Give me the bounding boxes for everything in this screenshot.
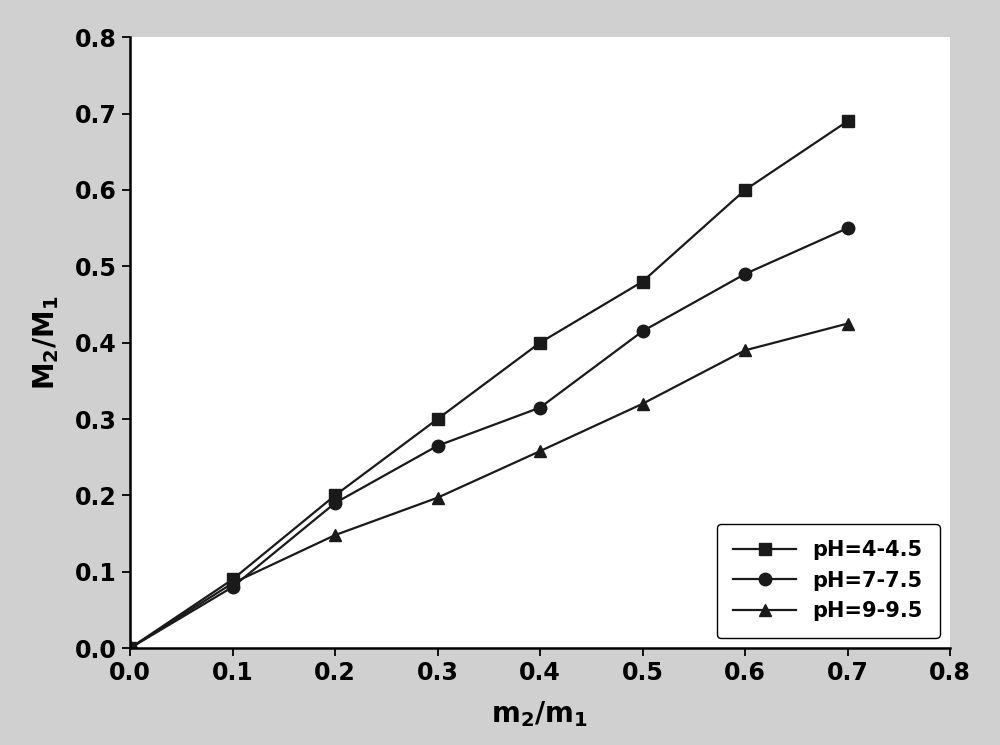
Line: pH=4-4.5: pH=4-4.5	[124, 115, 854, 654]
pH=7-7.5	[226, 583, 239, 592]
pH=9-9.5	[636, 399, 648, 408]
pH=4-4.5	[636, 277, 648, 286]
pH=9-9.5	[432, 493, 444, 502]
Legend: pH=4-4.5, pH=7-7.5, pH=9-9.5: pH=4-4.5, pH=7-7.5, pH=9-9.5	[717, 524, 940, 638]
pH=9-9.5	[739, 346, 751, 355]
pH=9-9.5	[329, 530, 341, 539]
pH=7-7.5	[739, 270, 751, 279]
pH=4-4.5	[842, 117, 854, 126]
pH=4-4.5	[432, 414, 444, 423]
pH=9-9.5	[842, 319, 854, 328]
pH=9-9.5	[226, 579, 239, 588]
Line: pH=7-7.5: pH=7-7.5	[124, 222, 854, 654]
pH=7-7.5	[124, 644, 136, 653]
pH=4-4.5	[329, 491, 341, 500]
Line: pH=9-9.5: pH=9-9.5	[124, 317, 854, 654]
X-axis label: $\mathregular{m_2/m_1}$: $\mathregular{m_2/m_1}$	[491, 700, 589, 729]
pH=4-4.5	[124, 644, 136, 653]
pH=7-7.5	[636, 327, 648, 336]
pH=4-4.5	[534, 338, 546, 347]
pH=4-4.5	[226, 575, 239, 584]
pH=9-9.5	[534, 447, 546, 456]
pH=7-7.5	[842, 224, 854, 232]
pH=4-4.5	[739, 186, 751, 194]
pH=7-7.5	[534, 403, 546, 412]
pH=7-7.5	[432, 441, 444, 450]
Y-axis label: $\mathregular{M_2/M_1}$: $\mathregular{M_2/M_1}$	[31, 296, 61, 390]
pH=9-9.5	[124, 644, 136, 653]
pH=7-7.5	[329, 498, 341, 507]
